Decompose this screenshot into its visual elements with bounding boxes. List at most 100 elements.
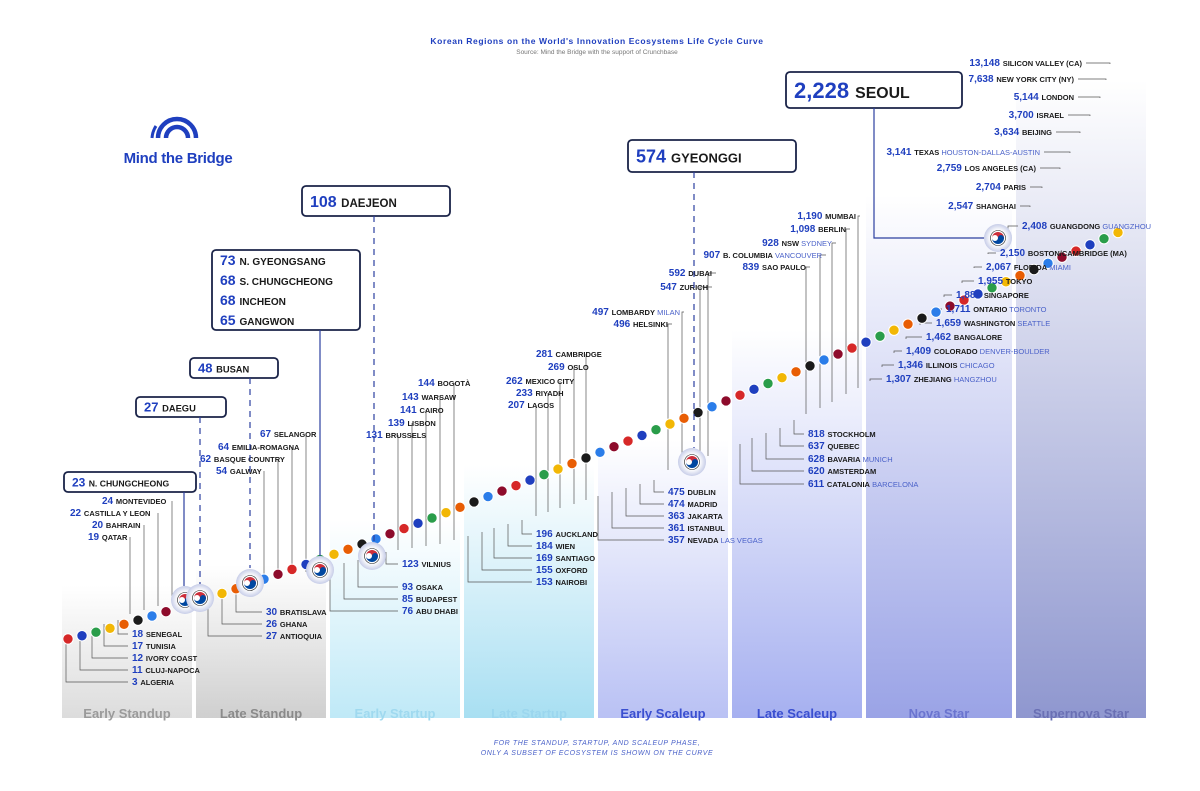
- ecosystem-name: BOSTON/CAMBRIDGE (MA): [1028, 249, 1128, 258]
- flag-marker: [734, 389, 746, 401]
- ecosystem-label-catalonia: 611 CATALONIA BARCELONA: [808, 479, 918, 490]
- flag-marker: [566, 457, 578, 470]
- leader-line: [905, 336, 922, 339]
- flag-marker: [76, 630, 88, 642]
- ecosystem-value: 85: [402, 594, 416, 605]
- ecosystem-value: 1,711: [946, 304, 973, 315]
- ecosystem-sublabel: GUANGZHOU: [1100, 222, 1151, 231]
- ecosystem-sublabel: DENVER-BOULDER: [978, 347, 1051, 356]
- ecosystem-label-tunisia: 17 TUNISIA: [132, 641, 176, 652]
- ecosystem-name: BERLIN: [818, 225, 846, 234]
- flag-marker: [62, 633, 74, 645]
- flag-marker: [720, 395, 732, 407]
- region-name: SEOUL: [855, 85, 910, 102]
- ecosystem-sublabel: SYDNEY: [799, 239, 832, 248]
- ecosystem-value: 62: [200, 454, 214, 465]
- flag-marker: [454, 501, 466, 514]
- ecosystem-name: OSLO: [567, 363, 588, 372]
- ecosystem-value: 1,190: [797, 211, 825, 222]
- ecosystem-value: 153: [536, 577, 555, 588]
- ecosystem-value: 2,067: [986, 262, 1014, 273]
- ecosystem-value: 907: [703, 250, 722, 261]
- ecosystem-name: NSW: [782, 239, 800, 248]
- ecosystem-label-guangdong: 2,408 GUANGDONG GUANGZHOU: [1022, 221, 1151, 232]
- phase-label-late-startup: Late Startup: [491, 706, 567, 721]
- region-value: 27: [144, 400, 162, 415]
- leader-line: [507, 524, 532, 547]
- region-value: 574: [636, 146, 671, 166]
- region-name: N. GYEONGSANG: [239, 257, 325, 268]
- ecosystem-name: COLORADO: [934, 347, 978, 356]
- phase-label-early-scaleup: Early Scaleup: [620, 706, 705, 721]
- ecosystem-name: GALWAY: [230, 467, 262, 476]
- callout-s-chungcheong: 68 S. CHUNGCHEONG: [220, 272, 333, 288]
- ecosystem-name: BUDAPEST: [416, 595, 458, 604]
- ecosystem-value: 281: [536, 349, 555, 360]
- ecosystem-sublabel: LAS VEGAS: [719, 536, 763, 545]
- ecosystem-value: 2,704: [976, 182, 1004, 193]
- leader-line: [1007, 225, 1018, 229]
- ecosystem-name: BAHRAIN: [106, 521, 141, 530]
- footnote-line-2: ONLY A SUBSET OF ECOSYSTEM IS SHOWN ON T…: [481, 750, 714, 757]
- ecosystem-label-basque-country: 62 BASQUE COUNTRY: [200, 454, 285, 465]
- leader-line: [357, 560, 398, 588]
- ecosystem-name: MONTEVIDEO: [116, 497, 167, 506]
- ecosystem-name: IVORY COAST: [146, 654, 198, 663]
- leader-line: [1078, 78, 1107, 80]
- logo-text: Mind the Bridge: [124, 150, 233, 167]
- phase-bands: [62, 80, 1146, 718]
- ecosystem-value: 3: [132, 677, 140, 688]
- ecosystem-label-qatar: 19 QATAR: [88, 532, 128, 543]
- flag-marker: [664, 418, 676, 430]
- ecosystem-value: 3,700: [1009, 110, 1037, 121]
- ecosystem-value: 1,098: [790, 224, 818, 235]
- ecosystem-value: 12: [132, 653, 146, 664]
- ecosystem-name: BRUSSELS: [385, 431, 426, 440]
- phase-labels: Early Standup Late Standup Early Startup La…: [83, 706, 1129, 721]
- ecosystem-label-b-columbia: 907 B. COLUMBIA VANCOUVER: [703, 250, 822, 261]
- ecosystem-name: OXFORD: [555, 566, 588, 575]
- ecosystem-value: 928: [762, 238, 781, 249]
- leader-line: [1040, 167, 1061, 169]
- ecosystem-name: B. COLUMBIA: [723, 251, 774, 260]
- ecosystem-value: 123: [402, 559, 421, 570]
- leader-line: [653, 480, 664, 493]
- ecosystem-value: 13,148: [969, 58, 1002, 69]
- flag-marker: [608, 441, 620, 453]
- ecosystem-name: NAIROBI: [555, 578, 587, 587]
- ecosystem-name: ANTIOQUIA: [280, 632, 323, 641]
- ecosystem-value: 592: [669, 268, 688, 279]
- ecosystem-name: OSAKA: [416, 583, 444, 592]
- leader-line: [1056, 131, 1081, 133]
- callout-busan: 48 BUSAN: [198, 361, 250, 376]
- ecosystem-label-illinois: 1,346 ILLINOIS CHICAGO: [898, 360, 995, 371]
- ecosystem-label-sao-paulo: 839 SAO PAULO: [743, 262, 807, 273]
- ecosystem-label-cambridge: 281 CAMBRIDGE: [536, 349, 602, 360]
- ecosystem-value: 2,408: [1022, 221, 1050, 232]
- ecosystem-label-bavaria: 628 BAVARIA MUNICH: [808, 454, 893, 465]
- leader-line: [117, 620, 128, 635]
- phase-band-early-scaleup: [598, 440, 728, 718]
- ecosystem-value: 3,141: [886, 147, 914, 158]
- ecosystem-name: DUBLIN: [687, 488, 715, 497]
- flag-marker: [650, 424, 662, 436]
- ecosystem-value: 207: [508, 400, 527, 411]
- ecosystem-value: 3,634: [994, 127, 1022, 138]
- ecosystem-value: 24: [102, 496, 116, 507]
- ecosystem-value: 357: [668, 535, 687, 546]
- ecosystem-name: NEVADA: [687, 536, 719, 545]
- ecosystem-name: SHANGHAI: [976, 202, 1016, 211]
- ecosystem-label-oxford: 155 OXFORD: [536, 565, 588, 576]
- ecosystem-name: WIEN: [555, 542, 575, 551]
- ecosystem-value: 1,307: [886, 374, 914, 385]
- ecosystem-name: GUANGDONG: [1050, 222, 1101, 231]
- ecosystem-value: 839: [743, 262, 762, 273]
- ecosystem-sublabel: HOUSTON-DALLAS-AUSTIN: [939, 148, 1040, 157]
- leader-line: [707, 272, 716, 456]
- ecosystem-name: ILLINOIS: [926, 361, 958, 370]
- callout-n-gyeongsang: 73 N. GYEONGSANG: [220, 252, 326, 268]
- ecosystem-label-quebec: 637 QUEBEC: [808, 441, 860, 452]
- flag-marker: [916, 312, 928, 324]
- leader-line: [625, 488, 664, 517]
- flag-marker: [1070, 245, 1082, 257]
